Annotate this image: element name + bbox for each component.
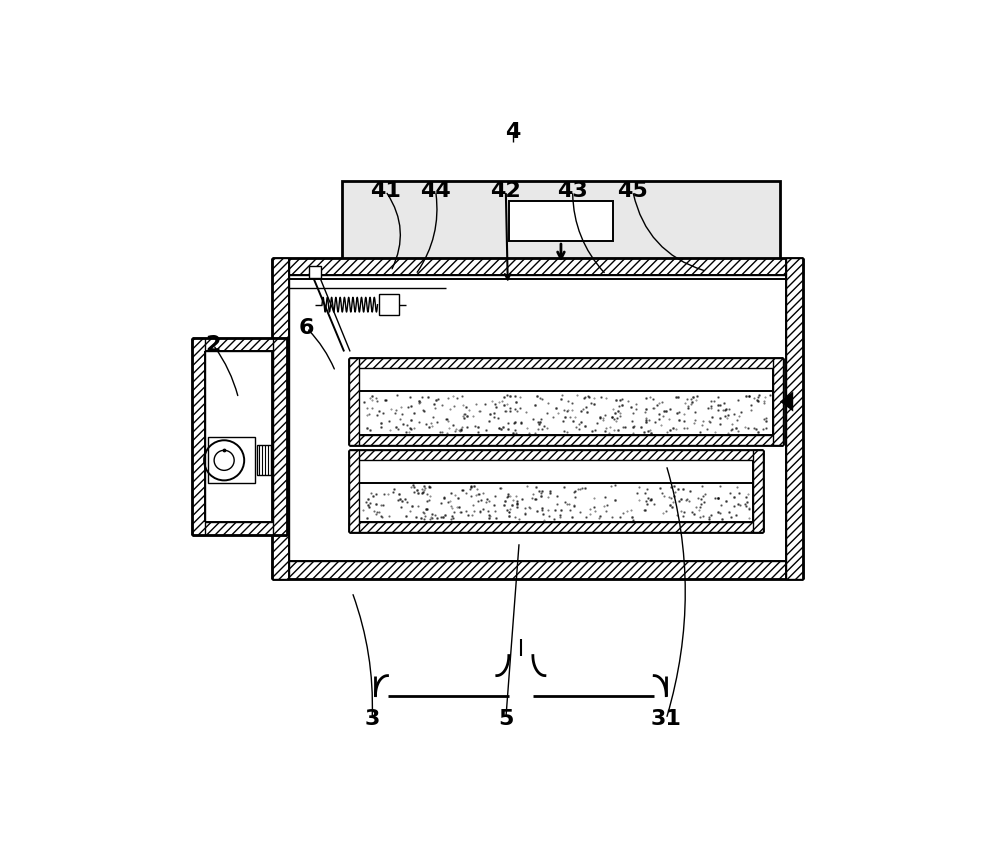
Bar	[192, 339, 287, 352]
Bar	[192, 522, 287, 536]
Text: 3: 3	[364, 709, 380, 729]
Bar	[786, 258, 803, 579]
Bar	[349, 435, 783, 445]
Bar	[349, 450, 763, 460]
Bar	[349, 522, 763, 532]
Bar	[773, 358, 783, 445]
Bar	[753, 450, 763, 532]
Text: 41: 41	[370, 181, 401, 201]
Bar	[349, 450, 359, 532]
Text: 31: 31	[651, 709, 682, 729]
Text: 2: 2	[205, 335, 221, 355]
Polygon shape	[780, 391, 793, 411]
Bar	[309, 266, 321, 278]
Text: 44: 44	[420, 181, 451, 201]
Bar	[208, 437, 255, 483]
Text: 6: 6	[299, 318, 314, 338]
Bar	[379, 294, 399, 315]
Bar	[349, 358, 359, 445]
Text: 42: 42	[490, 181, 521, 201]
Bar	[192, 339, 205, 536]
Text: 45: 45	[617, 181, 648, 201]
Bar	[273, 339, 287, 536]
Bar	[272, 562, 803, 579]
Bar	[272, 258, 289, 579]
Text: 4: 4	[505, 122, 520, 142]
Bar	[509, 201, 613, 241]
Text: 43: 43	[557, 181, 588, 201]
Bar	[272, 258, 803, 275]
Bar	[349, 358, 783, 368]
Text: 5: 5	[498, 709, 514, 729]
Bar	[257, 445, 271, 476]
Bar	[342, 181, 780, 261]
